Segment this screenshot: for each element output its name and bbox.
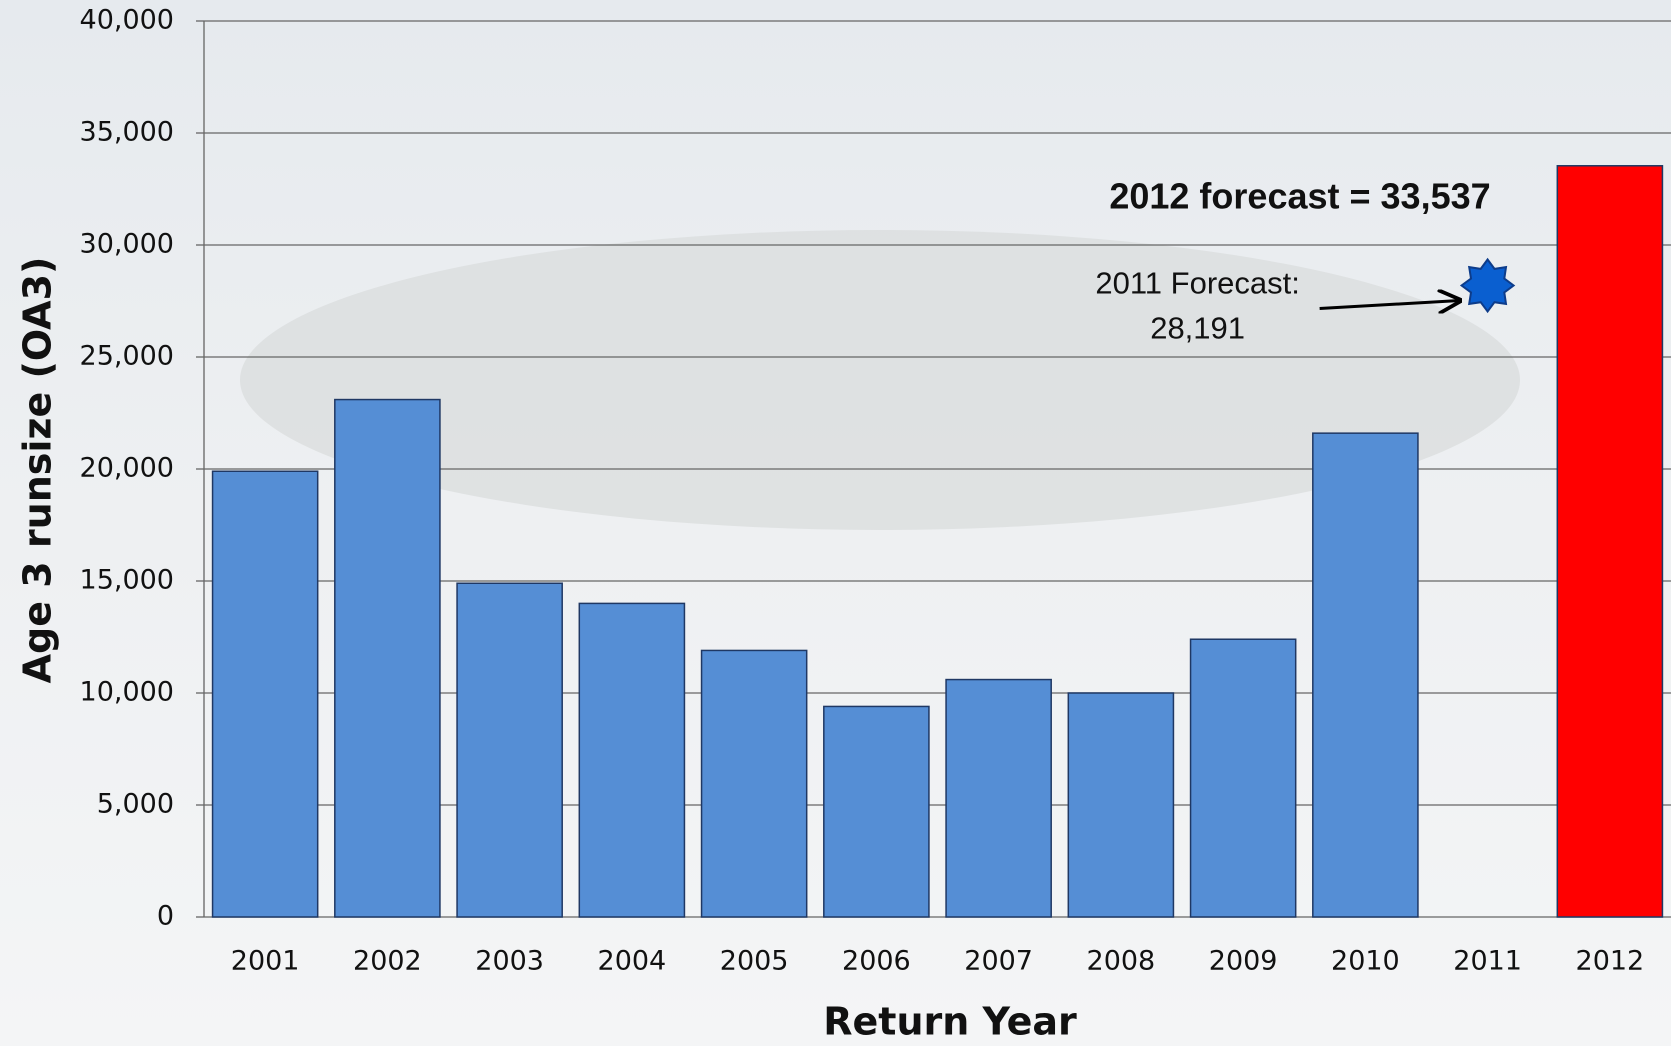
bar — [456, 582, 563, 918]
forecast-value-label: 28,191 — [1150, 311, 1245, 346]
bar — [1312, 432, 1419, 918]
y-tick-label: 25,000 — [80, 341, 174, 372]
x-tick-label: 2008 — [1087, 946, 1156, 977]
x-tick-label: 2012 — [1576, 946, 1645, 977]
bar — [578, 602, 686, 918]
y-axis-title: Age 3 runsize (OA3) — [16, 257, 60, 684]
bar — [1189, 638, 1297, 918]
bar — [700, 649, 808, 918]
forecast-marker — [1459, 257, 1516, 314]
bar — [334, 398, 441, 918]
y-tick-label: 0 — [157, 901, 174, 932]
y-tick-label: 15,000 — [80, 565, 174, 596]
bar — [1556, 165, 1664, 918]
x-tick-label: 2006 — [842, 946, 911, 977]
bar — [945, 678, 1052, 918]
x-tick-label: 2003 — [475, 946, 544, 977]
y-tick-label: 20,000 — [80, 453, 174, 484]
forecast-arrow — [1319, 301, 1460, 309]
y-tick-label: 30,000 — [80, 229, 174, 260]
forecast-annotation: 2012 forecast = 33,537 — [1109, 176, 1490, 217]
y-tick-label: 40,000 — [80, 5, 174, 36]
bar — [1067, 692, 1175, 918]
x-tick-label: 2002 — [353, 946, 422, 977]
forecast-label: 2011 Forecast: — [1095, 266, 1299, 301]
y-tick-label: 10,000 — [80, 677, 174, 708]
x-tick-label: 2005 — [720, 946, 789, 977]
x-tick-label: 2011 — [1453, 946, 1522, 977]
x-tick-label: 2010 — [1331, 946, 1400, 977]
x-axis-title: Return Year — [823, 1000, 1077, 1044]
x-tick-label: 2001 — [231, 946, 300, 977]
x-tick-label: 2004 — [598, 946, 667, 977]
x-tick-label: 2009 — [1209, 946, 1278, 977]
y-tick-label: 5,000 — [97, 789, 174, 820]
bar — [823, 705, 930, 918]
x-tick-label: 2007 — [964, 946, 1033, 977]
bar — [211, 470, 319, 918]
y-tick-label: 35,000 — [80, 117, 174, 148]
background-photo — [240, 230, 1520, 530]
